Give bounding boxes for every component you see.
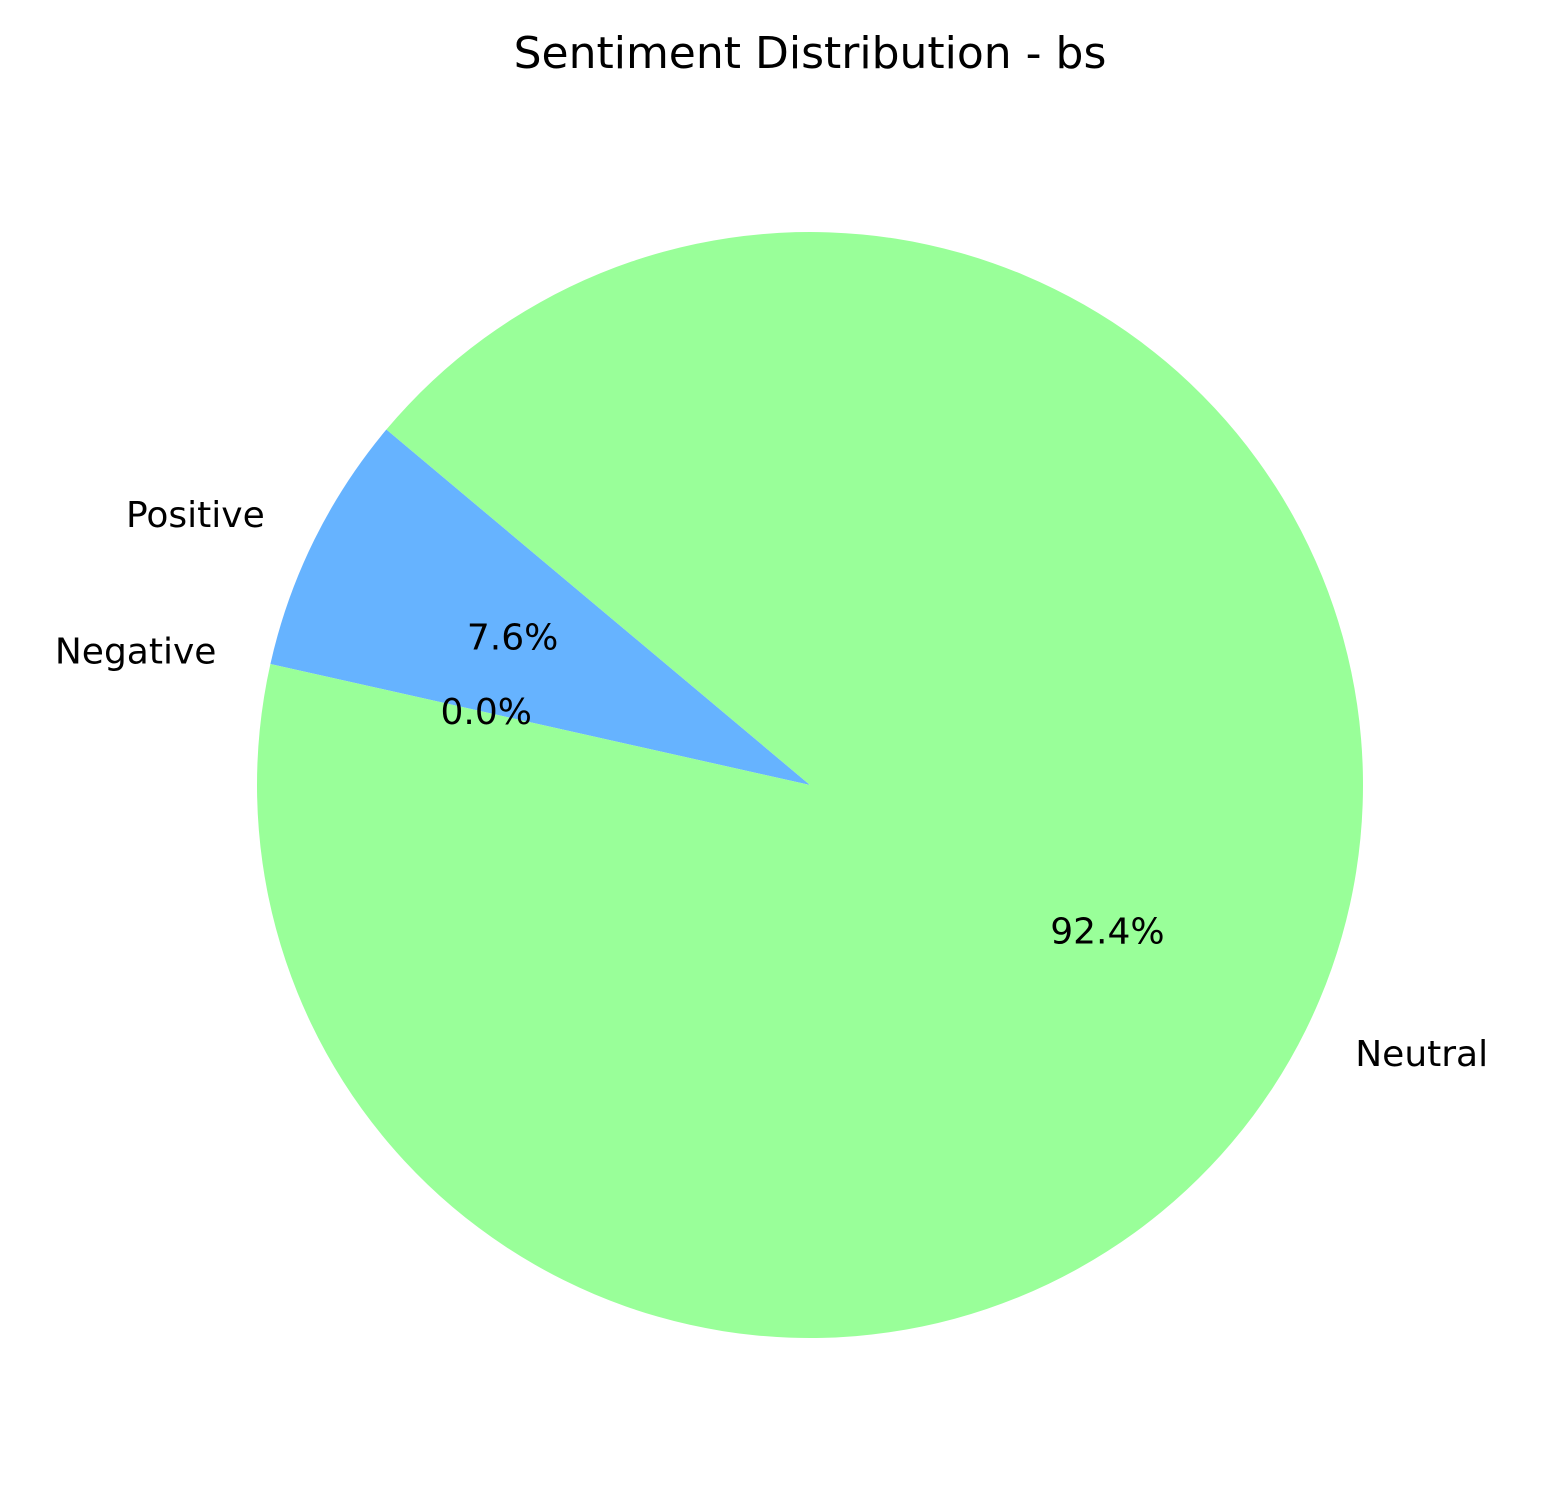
slice-label-positive: Positive bbox=[126, 495, 265, 536]
pie-slice-neutral bbox=[257, 231, 1363, 1338]
pie-slices bbox=[257, 231, 1363, 1338]
slice-label-negative: Negative bbox=[55, 631, 217, 672]
slice-pct-positive: 7.6% bbox=[467, 617, 558, 658]
slice-pct-negative: 0.0% bbox=[441, 692, 532, 733]
slice-label-neutral: Neutral bbox=[1355, 1034, 1488, 1075]
pie-labels: Positive 7.6% Negative 0.0% Neutral 92.4% bbox=[55, 495, 1488, 1075]
chart-title: Sentiment Distribution - bs bbox=[514, 28, 1107, 79]
pie-slice-positive bbox=[270, 429, 811, 785]
slice-pct-neutral: 92.4% bbox=[1050, 912, 1164, 953]
